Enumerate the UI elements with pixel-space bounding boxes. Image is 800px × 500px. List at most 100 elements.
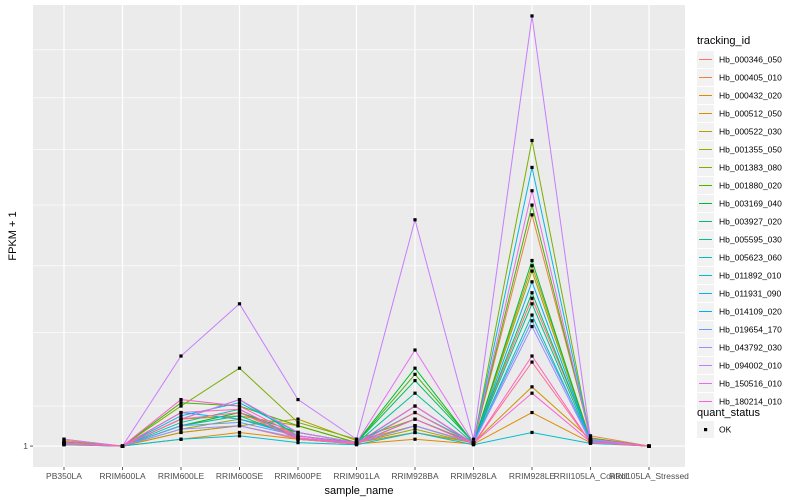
x-axis-ticks: PB350LA RRIM600LA RRIM600LE RRIM600SE RRIM60… (46, 467, 689, 481)
data-point (530, 258, 534, 263)
data-point (296, 420, 300, 425)
x-tick-label: RRIM928LA (450, 471, 497, 481)
legend-item: Hb_003927_020 (697, 213, 782, 230)
data-point (296, 424, 300, 428)
legend-label: Hb_000346_050 (719, 55, 782, 65)
data-point (237, 401, 242, 405)
data-point (62, 437, 66, 441)
data-point (237, 420, 242, 425)
data-point (530, 291, 534, 295)
data-point (179, 437, 183, 441)
legend-item: Hb_000522_030 (697, 123, 782, 140)
legend-label: Hb_001355_050 (719, 145, 782, 155)
data-point (413, 430, 417, 435)
x-tick-label: RRIM600LA (99, 471, 146, 481)
data-point (179, 427, 183, 431)
data-points (62, 14, 651, 448)
legend-item: Hb_005623_060 (697, 249, 782, 266)
legend-label: Hb_003927_020 (719, 217, 782, 227)
legend-label: Hb_000512_050 (719, 109, 782, 119)
legend-item: Hb_000405_010 (697, 69, 782, 86)
data-point (530, 313, 534, 317)
data-point (179, 420, 183, 425)
x-tick-label: RRII105LA_Stressed (609, 471, 689, 481)
legend-label: Hb_005623_060 (719, 253, 782, 263)
data-point (413, 378, 417, 383)
legend-item: Hb_001355_050 (697, 141, 782, 158)
x-axis-title: sample_name (324, 485, 393, 497)
legend-item: Hb_011892_010 (697, 267, 782, 284)
data-point (530, 391, 534, 395)
legend-item: Hb_003169_040 (697, 195, 782, 212)
data-point (296, 437, 300, 441)
legend-item: Hb_094002_010 (697, 357, 782, 374)
data-point (530, 269, 534, 273)
data-point (179, 424, 183, 428)
data-point (237, 410, 242, 415)
data-point (237, 434, 242, 438)
data-point (179, 430, 183, 435)
data-point (179, 417, 183, 421)
data-point (530, 296, 534, 300)
data-point (530, 360, 534, 364)
legend-item: Hb_011931_090 (697, 285, 782, 302)
x-tick-label: RRIM600LE (158, 471, 205, 481)
legend-label: Hb_003169_040 (719, 199, 782, 209)
data-point (237, 302, 242, 306)
data-point (588, 441, 593, 445)
data-point (413, 366, 417, 370)
legend-item: Hb_180214_010 (697, 393, 782, 410)
data-point (179, 397, 183, 402)
data-point (237, 397, 242, 402)
data-point (588, 437, 593, 441)
data-point (296, 441, 300, 445)
data-point (296, 430, 300, 435)
legend-item: Hb_014109_020 (697, 303, 782, 320)
data-point (530, 165, 534, 170)
data-point (296, 434, 300, 438)
data-point (530, 189, 534, 193)
legend-label: Hb_094002_010 (719, 361, 782, 371)
shape-legend-swatch (704, 428, 708, 432)
data-point (530, 14, 534, 18)
data-point (354, 442, 359, 446)
y-tick-label: 1 (23, 441, 28, 451)
legend-label: Hb_000432_020 (719, 91, 782, 101)
legend-item: Hb_000432_020 (697, 87, 782, 104)
y-axis-ticks: 1 (23, 441, 33, 451)
legend-item: Hb_019654_170 (697, 321, 782, 338)
data-point (530, 354, 534, 358)
shape-legend-label: OK (719, 425, 732, 435)
shape-legend-items: OK (697, 421, 732, 438)
x-tick-label: RRIM600PE (274, 471, 322, 481)
data-point (530, 410, 534, 415)
data-point (179, 354, 183, 358)
data-point (413, 391, 417, 395)
data-point (530, 138, 534, 143)
legend-items: Hb_000346_050 Hb_000405_010 Hb_000432_020 H… (697, 51, 782, 410)
data-point (237, 414, 242, 418)
legend-label: Hb_000522_030 (719, 127, 782, 137)
legend-item: Hb_000346_050 (697, 51, 782, 68)
data-point (237, 430, 242, 435)
data-point (62, 442, 66, 446)
legend-item: Hb_150516_010 (697, 375, 782, 392)
data-point (530, 264, 534, 268)
data-point (354, 437, 359, 441)
data-point (530, 280, 534, 284)
data-point (237, 424, 242, 428)
data-point (413, 424, 417, 428)
legend-label: Hb_011892_010 (719, 271, 782, 281)
data-point (530, 430, 534, 435)
data-point (413, 427, 417, 431)
legend-title-tracking-id: tracking_id (697, 35, 750, 47)
legend-item: Hb_005595_030 (697, 231, 782, 248)
data-point (413, 372, 417, 376)
data-point (588, 434, 593, 438)
data-point (296, 417, 300, 421)
legend: tracking_id Hb_000346_050Hb_000405_010Hb… (697, 35, 782, 438)
legend-item: Hb_001383_080 (697, 159, 782, 176)
shape-legend-item: OK (697, 421, 732, 438)
x-tick-label: PB350LA (46, 471, 82, 481)
data-point (296, 397, 300, 402)
